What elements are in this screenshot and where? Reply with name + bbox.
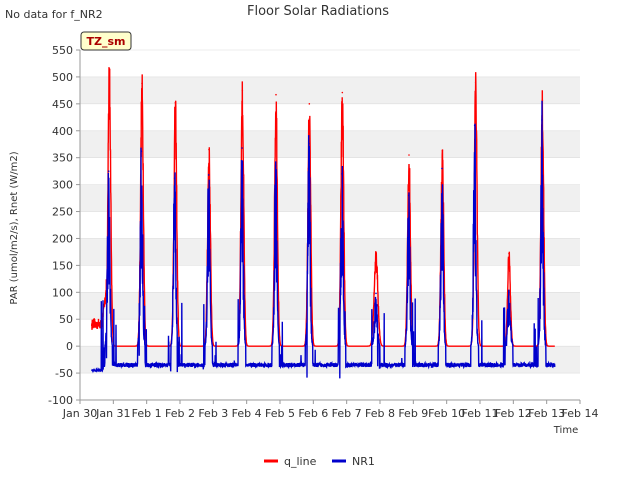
peak-point-NR1 — [173, 177, 176, 179]
series-layer — [91, 67, 556, 379]
grid-band — [80, 184, 580, 212]
x-tick-label: Feb 14 — [562, 407, 599, 420]
grid-band — [80, 292, 580, 320]
x-axis-label: Time — [553, 425, 578, 436]
peak-point-q_line — [408, 154, 410, 156]
peak-point-NR1 — [541, 119, 543, 121]
peak-point-q_line — [275, 93, 277, 96]
x-tick-label: Feb 8 — [365, 407, 395, 420]
peak-point-NR1 — [441, 167, 443, 170]
x-tick-label: Feb 1 — [132, 407, 162, 420]
peak-point-q_line — [108, 68, 111, 70]
y-tick-label: -100 — [48, 394, 73, 407]
y-tick-label: 150 — [52, 259, 73, 272]
y-tick-label: 250 — [52, 206, 73, 219]
peak-point-NR1 — [473, 124, 476, 127]
peak-point-q_line — [208, 148, 210, 151]
peak-point-NR1 — [241, 147, 243, 149]
peak-point-NR1 — [207, 174, 210, 176]
corner-note: No data for f_NR2 — [5, 8, 103, 21]
x-tick-label: Feb 9 — [398, 407, 428, 420]
grid-band — [80, 346, 580, 374]
plot-area — [80, 50, 580, 400]
x-tick-label: Feb 12 — [495, 407, 532, 420]
legend-label-q_line: q_line — [284, 455, 317, 468]
peak-point-NR1 — [308, 142, 310, 145]
tz-badge-label: TZ_sm — [87, 35, 126, 48]
peak-point-NR1 — [375, 292, 377, 295]
peak-point-q_line — [441, 149, 444, 152]
peak-point-q_line — [141, 82, 143, 85]
peak-point-NR1 — [341, 173, 343, 175]
legend-label-NR1: NR1 — [352, 455, 375, 468]
y-tick-label: 300 — [52, 179, 73, 192]
x-tick-label: Feb 4 — [232, 407, 262, 420]
peak-point-NR1 — [407, 194, 410, 197]
peak-point-q_line — [341, 91, 344, 94]
y-axis-label: PAR (umol/m2/s), Rnet (W/m2) — [9, 151, 20, 304]
peak-point-q_line — [474, 81, 477, 84]
y-tick-label: 200 — [52, 232, 73, 245]
y-tick-label: 500 — [52, 71, 73, 84]
grid-band — [80, 76, 580, 104]
grid-band — [80, 130, 580, 158]
x-tick-label: Feb 11 — [462, 407, 499, 420]
x-tick-label: Feb 10 — [428, 407, 465, 420]
x-tick-label: Feb 3 — [198, 407, 228, 420]
x-tick-label: Feb 6 — [298, 407, 328, 420]
series-line-NR1 — [91, 100, 556, 379]
peak-point-q_line — [174, 101, 177, 104]
x-tick-label: Jan 30 — [62, 407, 97, 420]
plot-background-bands — [80, 49, 580, 401]
grid-band — [80, 238, 580, 266]
x-tick-label: Feb 2 — [165, 407, 195, 420]
peak-point-NR1 — [508, 291, 510, 294]
x-tick-label: Feb 5 — [265, 407, 295, 420]
peak-point-q_line — [375, 253, 377, 256]
x-tick-label: Feb 7 — [332, 407, 362, 420]
peak-point-q_line — [308, 103, 311, 105]
y-tick-label: 350 — [52, 152, 73, 165]
y-tick-label: 0 — [66, 340, 73, 353]
y-tick-label: 100 — [52, 286, 73, 299]
y-tick-label: 50 — [59, 313, 73, 326]
x-tick-label: Jan 31 — [95, 407, 130, 420]
chart-title: Floor Solar Radiations — [247, 4, 389, 19]
peak-point-q_line — [508, 252, 510, 255]
tz-badge: TZ_sm — [80, 31, 132, 51]
peak-point-NR1 — [107, 170, 110, 172]
y-axis: -100 -50 0 50 100 150 200 250 300 350 400 450 500 550 — [48, 44, 81, 407]
y-tick-label: 400 — [52, 125, 73, 138]
tz-badge-box — [80, 31, 132, 51]
y-tick-label: -50 — [55, 367, 73, 380]
x-tick-label: Feb 13 — [528, 407, 565, 420]
peak-point-q_line — [241, 89, 244, 92]
peak-point-NR1 — [140, 150, 143, 153]
legend: q_line NR1 — [264, 455, 375, 468]
y-tick-label: 550 — [52, 44, 73, 57]
y-tick-label: 450 — [52, 98, 73, 111]
peak-point-NR1 — [274, 164, 277, 167]
peak-point-q_line — [541, 99, 544, 101]
